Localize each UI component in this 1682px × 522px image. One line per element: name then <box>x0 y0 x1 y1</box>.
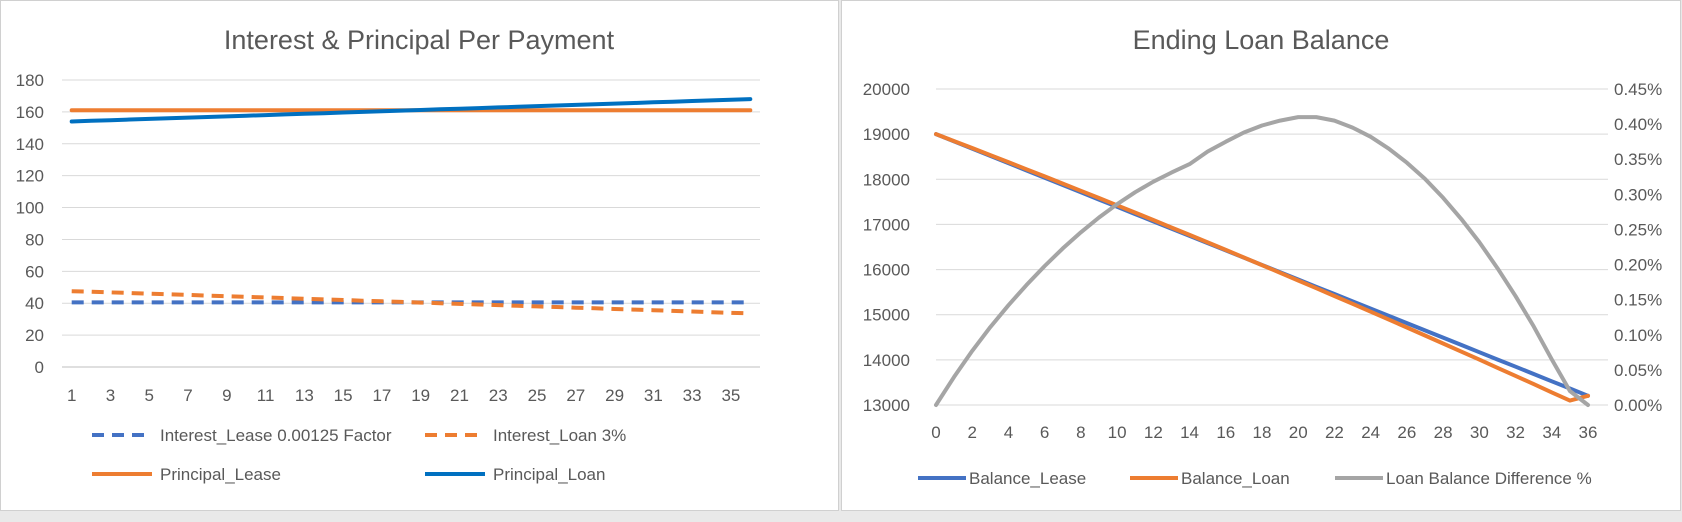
legend-label: Balance_Loan <box>1181 469 1290 488</box>
x-axis-ticks: 1 3 5 7 9 11 13 15 17 19 21 23 25 27 29 31 33 35 <box>67 386 740 405</box>
plot-series <box>934 115 1590 407</box>
x-tick-label: 10 <box>1108 423 1127 442</box>
x-tick-label: 28 <box>1434 423 1453 442</box>
legend-label: Principal_Lease <box>160 465 281 484</box>
series-line-balance-loan <box>934 132 1590 403</box>
x-tick-label: 5 <box>145 386 154 405</box>
legend[interactable]: Balance_Lease Balance_Loan Loan Balance Di… <box>918 469 1592 488</box>
y2-tick-label: 0.05% <box>1614 361 1662 380</box>
x-tick-label: 16 <box>1216 423 1235 442</box>
legend-label: Interest_Loan 3% <box>493 426 626 445</box>
legend-label: Balance_Lease <box>969 469 1086 488</box>
x-tick-label: 24 <box>1361 423 1380 442</box>
y-tick-label: 0 <box>35 358 44 377</box>
series-line-principal-loan <box>69 97 753 124</box>
x-tick-label: 34 <box>1542 423 1561 442</box>
x-tick-label: 6 <box>1040 423 1049 442</box>
x-tick-label: 13 <box>295 386 314 405</box>
x-tick-label: 7 <box>183 386 192 405</box>
legend[interactable]: Interest_Lease 0.00125 Factor Interest_Lo… <box>92 426 626 484</box>
x-tick-label: 21 <box>450 386 469 405</box>
y-axis-ticks: 0 20 40 60 80 100 120 140 160 180 <box>16 71 44 377</box>
x-tick-label: 31 <box>644 386 663 405</box>
y-tick-label: 20000 <box>863 80 910 99</box>
y-tick-label: 18000 <box>863 170 910 189</box>
plot-series <box>69 97 753 316</box>
y2-tick-label: 0.15% <box>1614 291 1662 310</box>
legend-label: Loan Balance Difference % <box>1386 469 1592 488</box>
x-tick-label: 4 <box>1004 423 1013 442</box>
secondary-y-axis-ticks: 0.00% 0.05% 0.10% 0.15% 0.20% 0.25% 0.30% 0.35%… <box>1614 80 1662 415</box>
x-tick-label: 2 <box>967 423 976 442</box>
y-tick-label: 16000 <box>863 261 910 280</box>
y-tick-label: 14000 <box>863 351 910 370</box>
x-tick-label: 1 <box>67 386 76 405</box>
y2-tick-label: 0.20% <box>1614 256 1662 275</box>
y-tick-label: 17000 <box>863 215 910 234</box>
x-tick-label: 9 <box>222 386 231 405</box>
x-tick-label: 17 <box>372 386 391 405</box>
x-tick-label: 14 <box>1180 423 1199 442</box>
legend-label: Interest_Lease 0.00125 Factor <box>160 426 392 445</box>
y2-tick-label: 0.10% <box>1614 326 1662 345</box>
y-tick-label: 160 <box>16 103 44 122</box>
y-tick-label: 60 <box>25 262 44 281</box>
x-tick-label: 8 <box>1076 423 1085 442</box>
x-tick-label: 33 <box>683 386 702 405</box>
x-tick-label: 12 <box>1144 423 1163 442</box>
y2-tick-label: 0.35% <box>1614 150 1662 169</box>
y-tick-label: 19000 <box>863 125 910 144</box>
chart-title: Ending Loan Balance <box>1133 25 1390 55</box>
legend-label: Principal_Loan <box>493 465 605 484</box>
x-axis-ticks: 0 2 4 6 8 10 12 14 16 18 20 22 24 26 28 30 32 34 36 <box>931 423 1597 442</box>
x-tick-label: 3 <box>106 386 115 405</box>
chart-area-right <box>841 0 1681 511</box>
chart-title: Interest & Principal Per Payment <box>224 25 615 55</box>
y-tick-label: 13000 <box>863 396 910 415</box>
x-tick-label: 32 <box>1506 423 1525 442</box>
y2-tick-label: 0.45% <box>1614 80 1662 99</box>
series-line-loan-balance-difference- <box>934 115 1590 407</box>
y-tick-label: 140 <box>16 135 44 154</box>
chart-ending-loan-balance[interactable]: Ending Loan Balance 13000 14000 15000 16000… <box>841 0 1681 511</box>
x-tick-label: 35 <box>721 386 740 405</box>
x-tick-label: 15 <box>334 386 353 405</box>
y-axis-ticks: 13000 14000 15000 16000 17000 18000 19000 20000 <box>863 80 910 415</box>
x-tick-label: 19 <box>411 386 430 405</box>
x-tick-label: 11 <box>257 386 275 405</box>
y2-tick-label: 0.40% <box>1614 115 1662 134</box>
y-tick-label: 180 <box>16 71 44 90</box>
y-tick-label: 100 <box>16 199 44 218</box>
y-tick-label: 15000 <box>863 306 910 325</box>
x-tick-label: 20 <box>1289 423 1308 442</box>
x-tick-label: 18 <box>1253 423 1272 442</box>
x-tick-label: 22 <box>1325 423 1344 442</box>
chart-area-left <box>0 0 839 511</box>
x-tick-label: 26 <box>1397 423 1416 442</box>
y2-tick-label: 0.30% <box>1614 185 1662 204</box>
x-tick-label: 0 <box>931 423 940 442</box>
x-tick-label: 27 <box>566 386 585 405</box>
y-tick-label: 120 <box>16 167 44 186</box>
x-tick-label: 36 <box>1579 423 1598 442</box>
y2-tick-label: 0.25% <box>1614 220 1662 239</box>
x-tick-label: 29 <box>605 386 624 405</box>
y-tick-label: 20 <box>25 326 44 345</box>
x-tick-label: 30 <box>1470 423 1489 442</box>
x-tick-label: 25 <box>528 386 547 405</box>
chart-interest-principal[interactable]: Interest & Principal Per Payment 0 20 40 60… <box>0 0 839 511</box>
y2-tick-label: 0.00% <box>1614 396 1662 415</box>
series-line-interest-loan-3- <box>71 289 751 316</box>
y-tick-label: 40 <box>25 294 44 313</box>
x-tick-label: 23 <box>489 386 508 405</box>
y-tick-label: 80 <box>25 230 44 249</box>
